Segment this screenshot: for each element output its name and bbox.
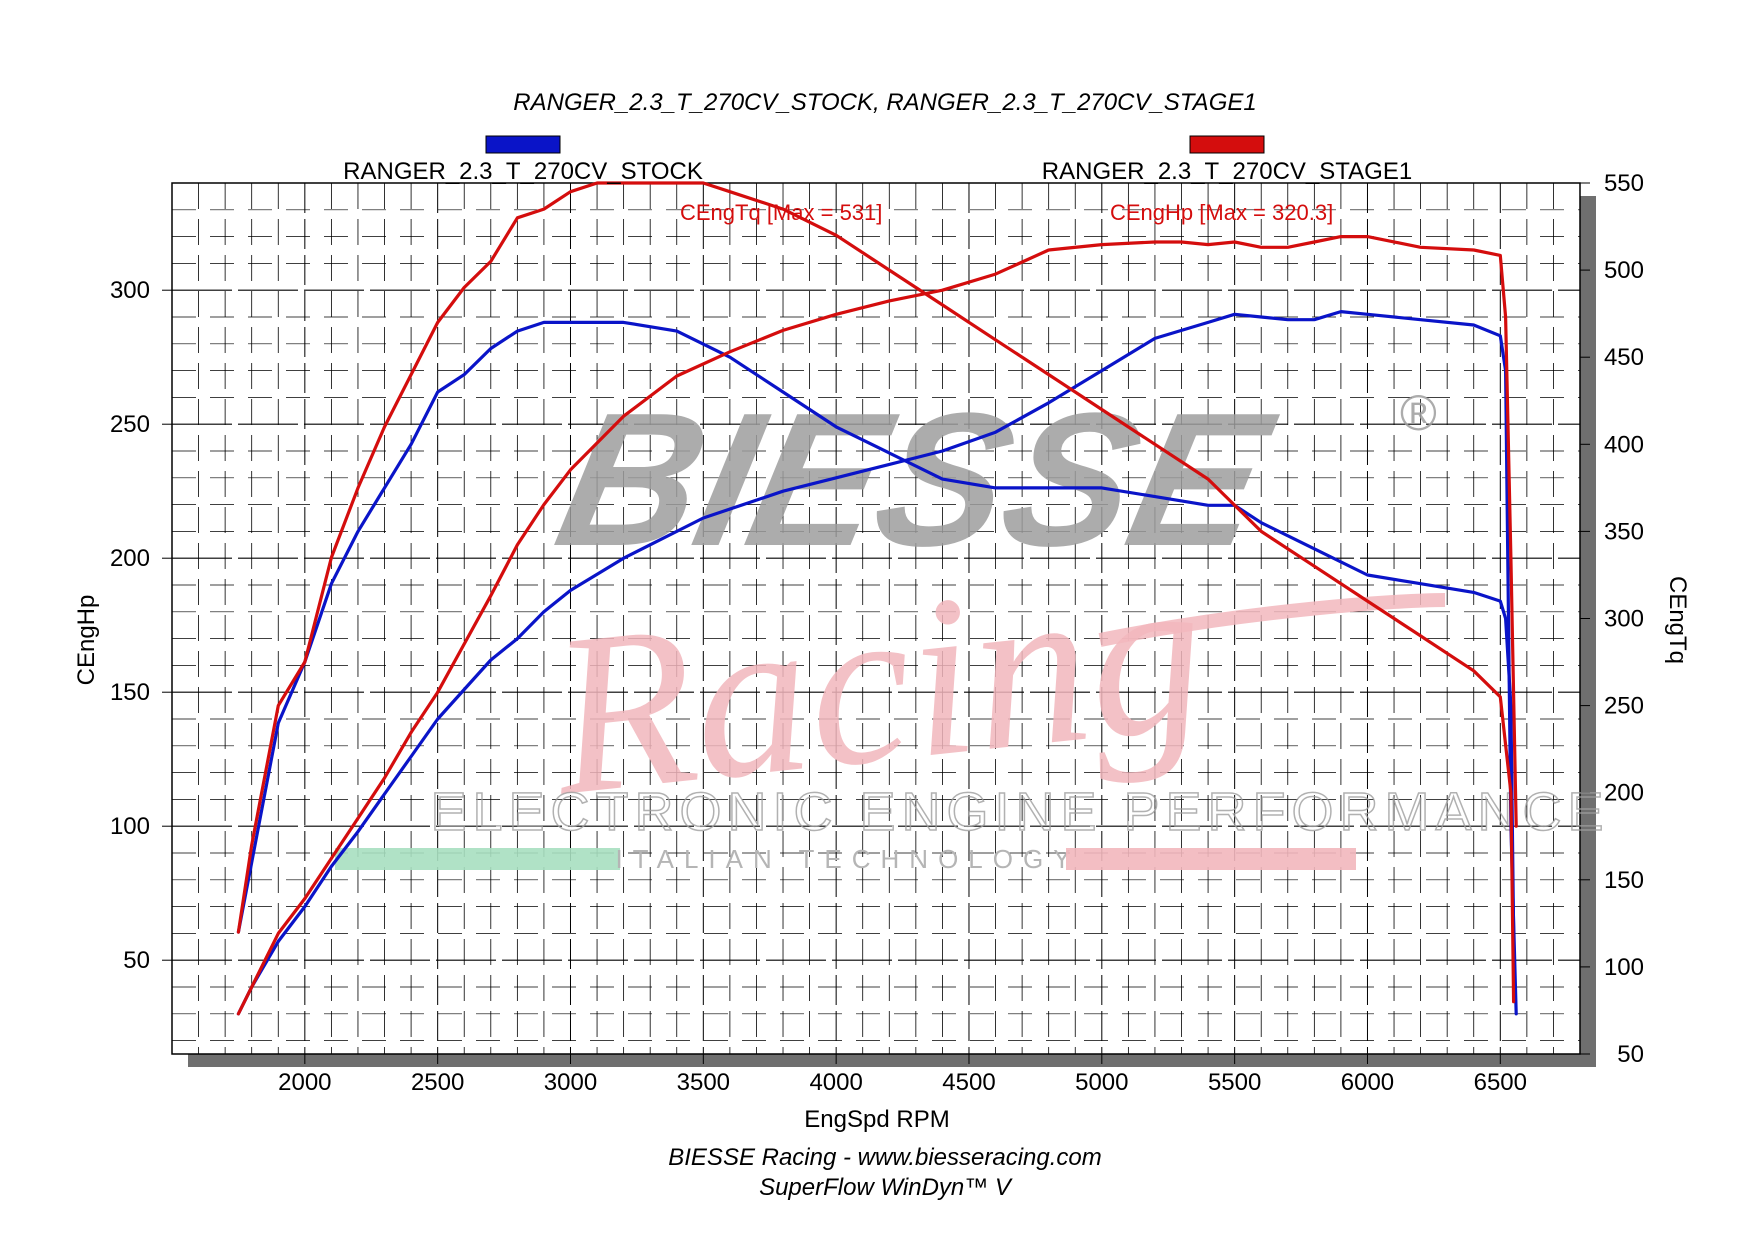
y-right-tick-label: 350 (1604, 518, 1644, 545)
x-tick-label: 6500 (1474, 1069, 1527, 1096)
y-right-tick-label: 50 (1617, 1041, 1644, 1068)
annotation-tq-max: CEngTq [Max = 531] (680, 200, 882, 225)
x-tick-label: 2500 (411, 1069, 464, 1096)
watermark-registered: ® (1400, 385, 1437, 441)
x-tick-label: 5500 (1208, 1069, 1261, 1096)
legend-label-stage1: RANGER_2.3_T_270CV_STAGE1 (1042, 158, 1412, 185)
y-right-tick-label: 550 (1604, 170, 1644, 197)
x-tick-label: 3000 (544, 1069, 597, 1096)
x-tick-label: 4500 (942, 1069, 995, 1096)
y-axis-label-right: CEngTq (1664, 576, 1691, 664)
x-tick-label: 6000 (1341, 1069, 1394, 1096)
y-left-tick-label: 50 (123, 947, 150, 974)
y-right-tick-label: 200 (1604, 780, 1644, 807)
x-tick-label: 5000 (1075, 1069, 1128, 1096)
y-left-tick-label: 250 (110, 411, 150, 438)
y-left-tick-label: 150 (110, 679, 150, 706)
x-tick-label: 2000 (278, 1069, 331, 1096)
legend-label-stock: RANGER_2.3_T_270CV_STOCK (343, 158, 703, 185)
watermark-logo: BIESSE ® Racing ELECTRONIC ENGINE PERFOR… (335, 373, 1609, 874)
y-left-tick-label: 300 (110, 277, 150, 304)
y-right-tick-label: 150 (1604, 867, 1644, 894)
y-left-tick-label: 200 (110, 545, 150, 572)
y-right-tick-label: 250 (1604, 693, 1644, 720)
y-right-tick-label: 300 (1604, 606, 1644, 633)
watermark-swash (1098, 593, 1446, 647)
annotation-hp-max: CEngHp [Max = 320.3] (1110, 200, 1333, 225)
y-right-tick-label: 400 (1604, 431, 1644, 458)
watermark-red-bar (1066, 848, 1356, 870)
watermark-green-bar (335, 848, 620, 870)
chart-title: RANGER_2.3_T_270CV_STOCK, RANGER_2.3_T_2… (513, 89, 1256, 116)
legend-swatch-stage1 (1189, 135, 1265, 154)
y-right-tick-label: 450 (1604, 344, 1644, 371)
curve-stock-cenghp (236, 310, 1518, 1016)
y-left-tick-label: 100 (110, 813, 150, 840)
curves (236, 181, 1518, 1016)
y-axis-label-left: CEngHp (73, 595, 100, 686)
x-tick-label: 4000 (809, 1069, 862, 1096)
watermark-brand: BIESSE (542, 373, 1289, 586)
y-right-tick-label: 100 (1604, 954, 1644, 981)
plot-area (171, 182, 1581, 1055)
x-tick-label: 3500 (677, 1069, 730, 1096)
watermark-tagline: ELECTRONIC ENGINE PERFORMANCE (430, 782, 1609, 842)
x-axis-label: EngSpd RPM (804, 1106, 949, 1133)
watermark-sub: ITALIAN TECHNOLOGY (615, 844, 1080, 874)
footer-line1: BIESSE Racing - www.biesseracing.com (668, 1144, 1102, 1171)
curve-stage1-cengtq (236, 181, 1516, 1004)
legend-swatch-stock (485, 135, 561, 154)
grid (172, 183, 1580, 1054)
y-right-tick-label: 500 (1604, 257, 1644, 284)
curve-stage1-cenghp (236, 235, 1518, 1016)
footer-line2: SuperFlow WinDyn™ V (759, 1174, 1013, 1201)
axis-ticks: 2000 2500 3000 3500 4000 4500 5000 5500 6000 6500… (110, 170, 1644, 1096)
curve-stock-cengtq (236, 320, 1516, 934)
